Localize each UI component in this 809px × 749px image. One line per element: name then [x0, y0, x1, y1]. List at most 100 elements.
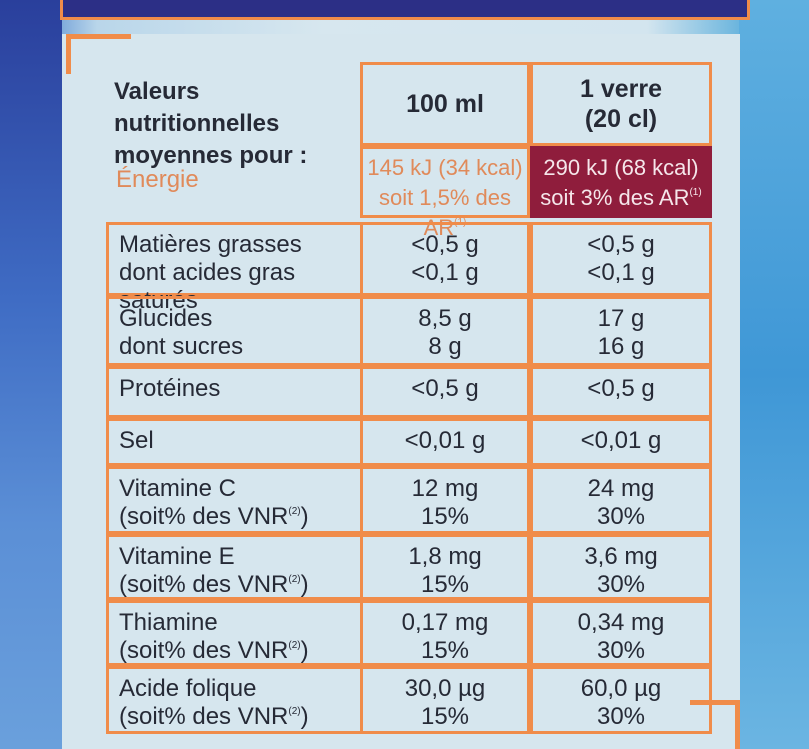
value-line: 8,5 g — [418, 305, 472, 332]
nutrient-subname-text: (soit% des VNR — [119, 637, 289, 664]
table-header-label: Valeurs nutritionnelles moyennes pour : — [106, 62, 360, 169]
energy-ar-text: soit 1,5% des AR — [378, 185, 512, 240]
corner-accent — [66, 34, 71, 74]
energy-value-100ml: 145 kJ (34 kcal) soit 1,5% des AR(1) — [360, 146, 530, 240]
value-line: 0,17 mg — [401, 609, 489, 636]
nutrient-subname: (soit% des VNR(2)) — [119, 503, 360, 531]
value-line: <0,1 g — [411, 259, 479, 286]
value-line: 30% — [596, 637, 646, 664]
corner-accent — [66, 34, 131, 39]
column-header-text: 1 verre — [579, 75, 663, 103]
nutrient-value-glass: <0,5 g <0,1 g — [530, 222, 712, 296]
value-line: 30% — [596, 703, 646, 730]
energy-label-text: Énergie — [116, 166, 199, 193]
nutrient-subname-text: (soit% des VNR — [119, 571, 289, 598]
value-line: <0,01 g — [580, 427, 662, 454]
column-header-glass: 1 verre (20 cl) — [530, 62, 712, 146]
background-right-edge — [739, 0, 809, 749]
nutrient-value-100ml: 1,8 mg 15% — [360, 534, 530, 600]
value-line: 1,8 mg — [408, 543, 482, 570]
nutrient-subname-text: (soit% des VNR — [119, 703, 289, 730]
nutrient-value-glass: 24 mg 30% — [530, 466, 712, 534]
nutrient-value-100ml: 30,0 µg 15% — [360, 666, 530, 734]
value-line: <0,01 g — [404, 427, 486, 454]
nutrient-name: Vitamine C — [119, 475, 236, 502]
nutrient-label: Glucides dont sucres — [106, 296, 360, 366]
nutrient-subname: (soit% des VNR(2)) — [119, 637, 360, 665]
nutrient-subname-text: ) — [300, 703, 309, 730]
energy-label: Énergie — [106, 146, 360, 218]
energy-value-line: 145 kJ (34 kcal) — [367, 155, 523, 180]
value-line: 12 mg — [411, 475, 479, 502]
nutrient-value-100ml: 0,17 mg 15% — [360, 600, 530, 666]
nutrient-label: Vitamine E (soit% des VNR(2)) — [106, 534, 360, 600]
value-line: 15% — [420, 637, 470, 664]
nutrient-value-100ml: <0,5 g — [360, 366, 530, 418]
value-line: 8 g — [428, 333, 462, 360]
header-label-line: Valeurs nutritionnelles — [114, 78, 280, 137]
header-label-line: moyennes pour : — [114, 142, 308, 169]
nutrient-label: Acide folique (soit% des VNR(2)) — [106, 666, 360, 734]
value-line: <0,5 g — [411, 231, 479, 258]
nutrient-subname: (soit% des VNR(2)) — [119, 571, 360, 599]
value-line: 15% — [420, 571, 470, 598]
value-line: 30,0 µg — [404, 675, 486, 702]
background-left-edge — [0, 0, 62, 749]
value-line: 30% — [596, 571, 646, 598]
footnote-ref: (2) — [288, 506, 301, 517]
nutrient-subname: dont acides gras saturés — [119, 259, 360, 315]
energy-ar-text: soit 3% des AR — [540, 185, 690, 210]
corner-accent — [735, 700, 740, 749]
nutrient-value-100ml: <0,01 g — [360, 418, 530, 466]
nutrient-label: Vitamine C (soit% des VNR(2)) — [106, 466, 360, 534]
nutrient-value-glass: 0,34 mg 30% — [530, 600, 712, 666]
footnote-ref: (1) — [689, 187, 702, 198]
footnote-ref: (2) — [288, 706, 301, 717]
nutrient-subname-text: dont acides gras saturés — [119, 259, 296, 314]
value-line: <0,5 g — [587, 375, 655, 402]
column-header-text: 100 ml — [406, 90, 484, 118]
column-header-text: (20 cl) — [584, 105, 658, 133]
energy-value-line: soit 3% des AR(1) — [533, 183, 709, 213]
nutrient-name: Matières grasses — [119, 231, 302, 258]
nutrient-name: Vitamine E — [119, 543, 235, 570]
value-line: <0,1 g — [587, 259, 655, 286]
nutrient-subname-text: ) — [300, 503, 309, 530]
energy-value-line: 290 kJ (68 kcal) — [543, 155, 699, 180]
nutrient-subname-text: ) — [300, 637, 309, 664]
value-line: 0,34 mg — [577, 609, 665, 636]
corner-accent — [690, 700, 740, 705]
value-line: 17 g — [597, 305, 645, 332]
nutrient-value-100ml: 12 mg 15% — [360, 466, 530, 534]
value-line: 16 g — [597, 333, 645, 360]
value-line: 15% — [420, 503, 470, 530]
nutrient-value-100ml: <0,5 g <0,1 g — [360, 222, 530, 296]
nutrient-subname-text: (soit% des VNR — [119, 503, 289, 530]
value-line: 15% — [420, 703, 470, 730]
nutrient-name: Glucides — [119, 305, 213, 332]
nutrient-value-glass: <0,5 g — [530, 366, 712, 418]
value-line: <0,5 g — [587, 231, 655, 258]
value-line: 24 mg — [587, 475, 655, 502]
energy-value-glass: 290 kJ (68 kcal) soit 3% des AR(1) — [530, 146, 712, 218]
nutrient-value-glass: 60,0 µg 30% — [530, 666, 712, 734]
value-line: 3,6 mg — [584, 543, 658, 570]
nutrient-label: Protéines — [106, 366, 360, 418]
nutrient-subname-text: dont sucres — [119, 333, 244, 360]
nutrient-name: Acide folique — [119, 675, 257, 702]
nutrient-name: Protéines — [119, 375, 221, 402]
nutrient-value-glass: 17 g 16 g — [530, 296, 712, 366]
nutrient-name: Sel — [119, 427, 154, 454]
column-header-100ml: 100 ml — [360, 62, 530, 146]
nutrient-name: Thiamine — [119, 609, 218, 636]
top-banner — [60, 0, 750, 20]
value-line: 60,0 µg — [580, 675, 662, 702]
nutrient-subname: (soit% des VNR(2)) — [119, 703, 360, 731]
footnote-ref: (2) — [288, 574, 301, 585]
nutrient-label: Sel — [106, 418, 360, 466]
value-line: 30% — [596, 503, 646, 530]
nutrient-subname-text: ) — [300, 571, 309, 598]
nutrient-value-glass: 3,6 mg 30% — [530, 534, 712, 600]
nutrient-label: Thiamine (soit% des VNR(2)) — [106, 600, 360, 666]
